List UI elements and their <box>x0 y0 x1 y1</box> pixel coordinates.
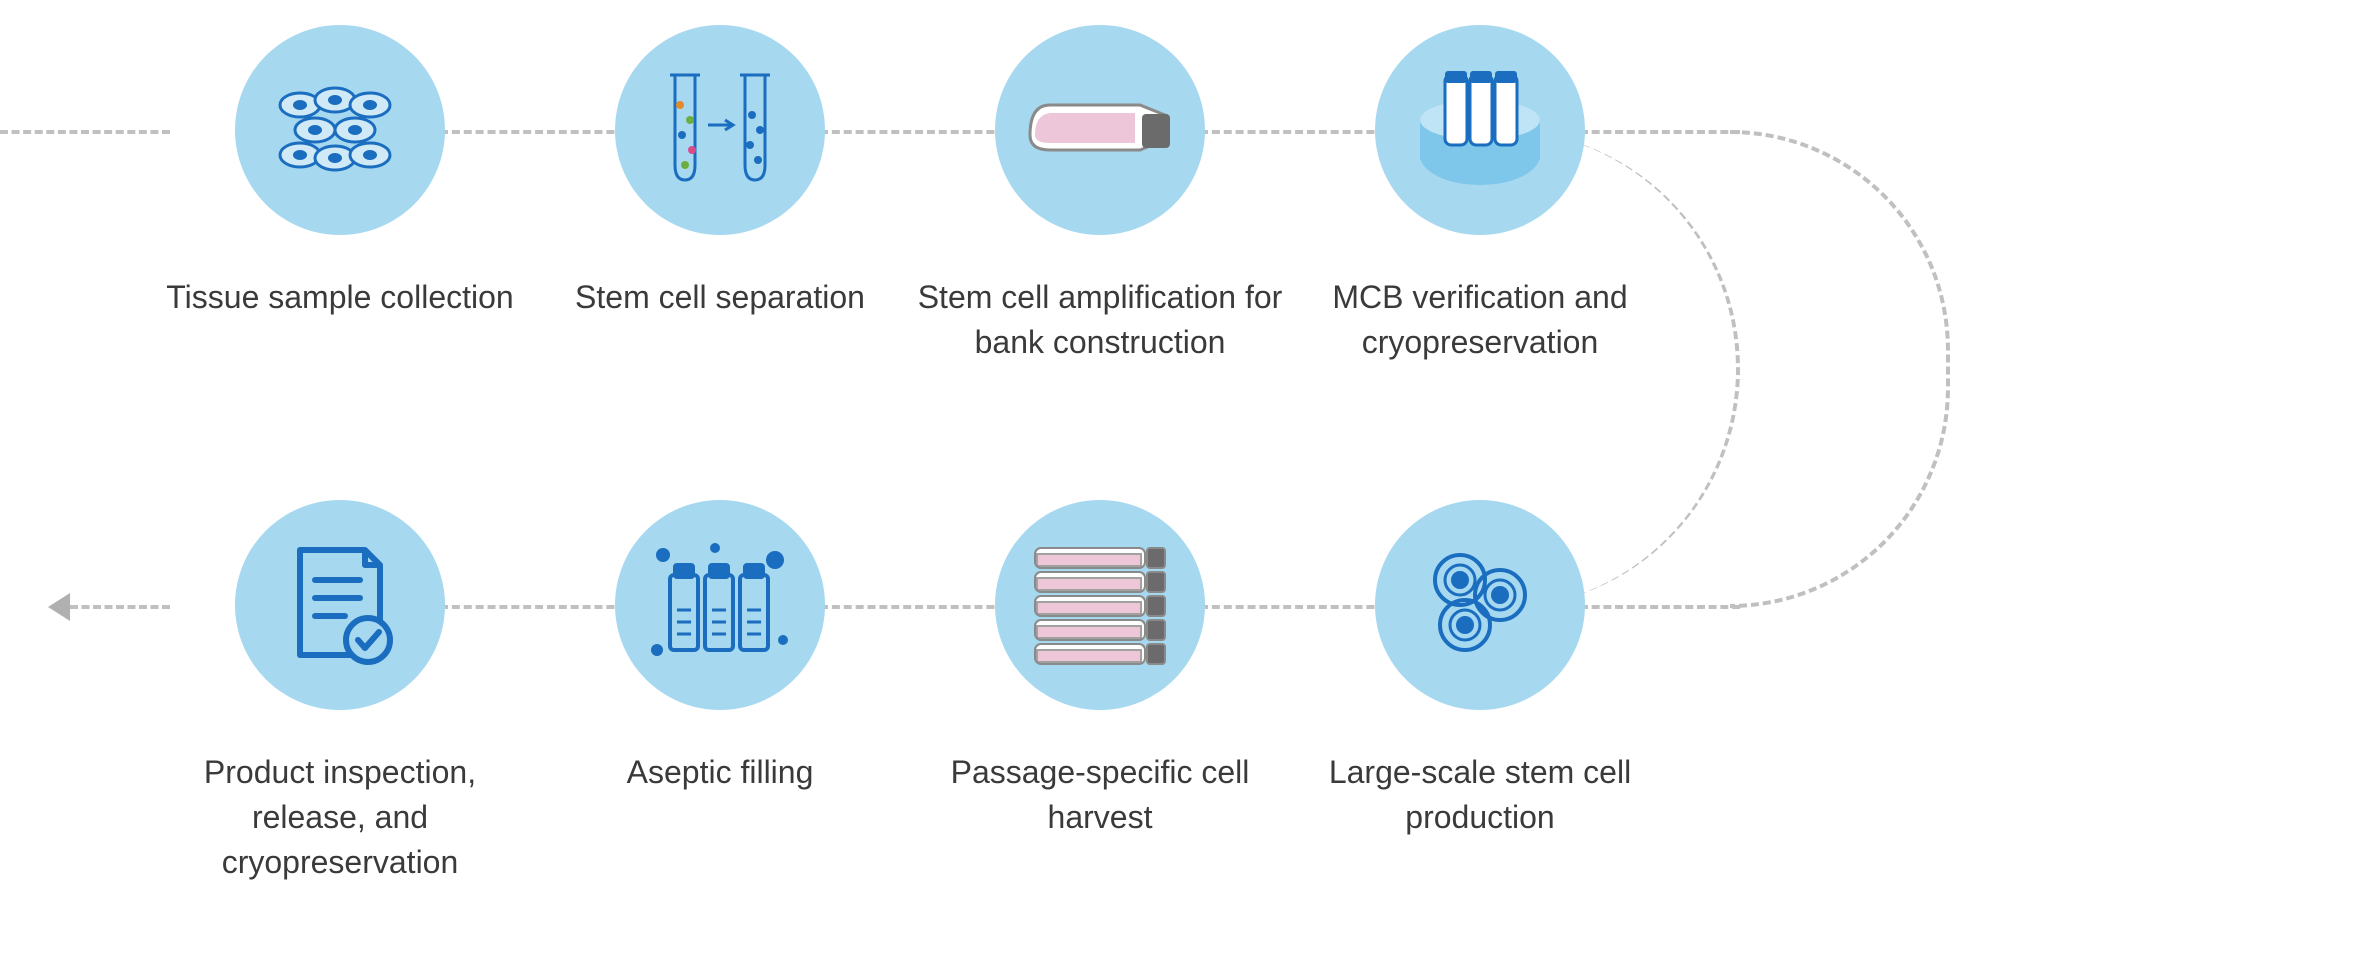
step-circle <box>1375 25 1585 235</box>
cryovials-icon <box>1410 65 1550 195</box>
flask-icon <box>1020 90 1180 170</box>
document-check-icon <box>280 540 400 670</box>
step-label: Aseptic filling <box>627 750 814 795</box>
step-cell-separation: Stem cell separation <box>530 25 910 320</box>
step-label: MCB verification and cryopreservation <box>1290 275 1670 365</box>
step-circle <box>615 25 825 235</box>
connector-u-turn <box>1730 130 1950 608</box>
step-circle <box>235 500 445 710</box>
vials-filling-icon <box>645 540 795 670</box>
tubes-separation-icon <box>650 65 790 195</box>
cells-icon <box>270 80 410 180</box>
step-label: Large-scale stem cell production <box>1290 750 1670 840</box>
step-label: Passage-specific cell harvest <box>910 750 1290 840</box>
flask-stack-icon <box>1025 540 1175 670</box>
step-large-scale: Large-scale stem cell production <box>1290 500 1670 840</box>
cell-cluster-icon <box>1415 545 1545 665</box>
process-flow: Tissue sample collection Stem cell separ <box>0 0 2360 953</box>
step-amplification: Stem cell amplification for bank constru… <box>910 25 1290 365</box>
step-circle <box>1375 500 1585 710</box>
step-label: Tissue sample collection <box>166 275 513 320</box>
step-passage-harvest: Passage-specific cell harvest <box>910 500 1290 840</box>
step-label: Product inspection, release, and cryopre… <box>150 750 530 884</box>
step-circle <box>235 25 445 235</box>
step-tissue-collection: Tissue sample collection <box>150 25 530 320</box>
arrow-end <box>48 593 70 621</box>
step-inspection-release: Product inspection, release, and cryopre… <box>150 500 530 884</box>
step-label: Stem cell amplification for bank constru… <box>910 275 1290 365</box>
step-mcb-verification: MCB verification and cryopreservation <box>1290 25 1670 365</box>
step-circle <box>995 25 1205 235</box>
step-label: Stem cell separation <box>575 275 865 320</box>
step-circle <box>995 500 1205 710</box>
step-aseptic-filling: Aseptic filling <box>530 500 910 795</box>
step-circle <box>615 500 825 710</box>
connector-top-lead <box>0 130 170 134</box>
